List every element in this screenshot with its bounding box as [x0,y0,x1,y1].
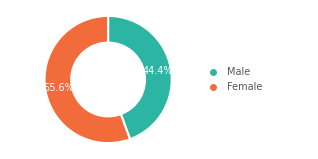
Wedge shape [45,16,130,143]
Text: 44.4%: 44.4% [142,66,173,76]
Text: 55.6%: 55.6% [43,83,74,93]
Legend: Male, Female: Male, Female [200,64,265,95]
Wedge shape [108,16,172,139]
